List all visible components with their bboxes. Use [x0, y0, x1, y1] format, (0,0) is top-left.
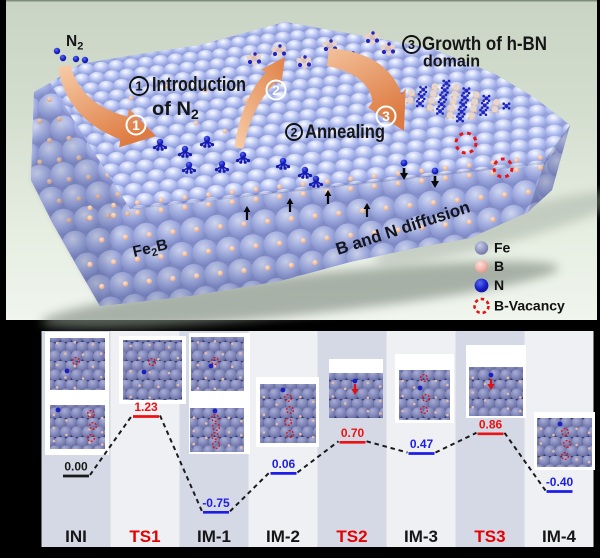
- svg-text:Annealing: Annealing: [305, 122, 385, 143]
- svg-text:TS3: TS3: [474, 527, 505, 546]
- svg-text:1: 1: [132, 117, 140, 133]
- svg-text:Fe: Fe: [494, 240, 511, 256]
- svg-text:IM-2: IM-2: [266, 527, 300, 546]
- svg-text:1: 1: [135, 79, 142, 94]
- svg-text:0.86: 0.86: [479, 417, 503, 431]
- svg-text:TS2: TS2: [336, 527, 367, 546]
- svg-text:3: 3: [408, 38, 415, 52]
- svg-text:B-Vacancy: B-Vacancy: [494, 298, 565, 314]
- svg-text:TS1: TS1: [129, 527, 160, 546]
- svg-text:INI: INI: [65, 527, 87, 546]
- svg-text:0.70: 0.70: [341, 426, 365, 440]
- svg-text:N: N: [494, 277, 504, 293]
- svg-text:domain: domain: [423, 53, 480, 71]
- svg-text:0.00: 0.00: [64, 460, 88, 474]
- svg-text:0.06: 0.06: [272, 457, 296, 471]
- svg-text:2: 2: [272, 82, 280, 98]
- svg-text:IM-4: IM-4: [542, 527, 577, 546]
- svg-text:0.47: 0.47: [410, 437, 434, 451]
- svg-text:1.23: 1.23: [134, 400, 158, 414]
- svg-text:Introduction: Introduction: [152, 74, 246, 96]
- svg-text:2: 2: [291, 125, 298, 139]
- svg-text:-0.40: -0.40: [546, 475, 574, 489]
- svg-text:IM-1: IM-1: [197, 527, 231, 546]
- svg-text:IM-3: IM-3: [404, 527, 438, 546]
- svg-text:-0.75: -0.75: [202, 496, 230, 510]
- svg-text:B: B: [494, 258, 504, 274]
